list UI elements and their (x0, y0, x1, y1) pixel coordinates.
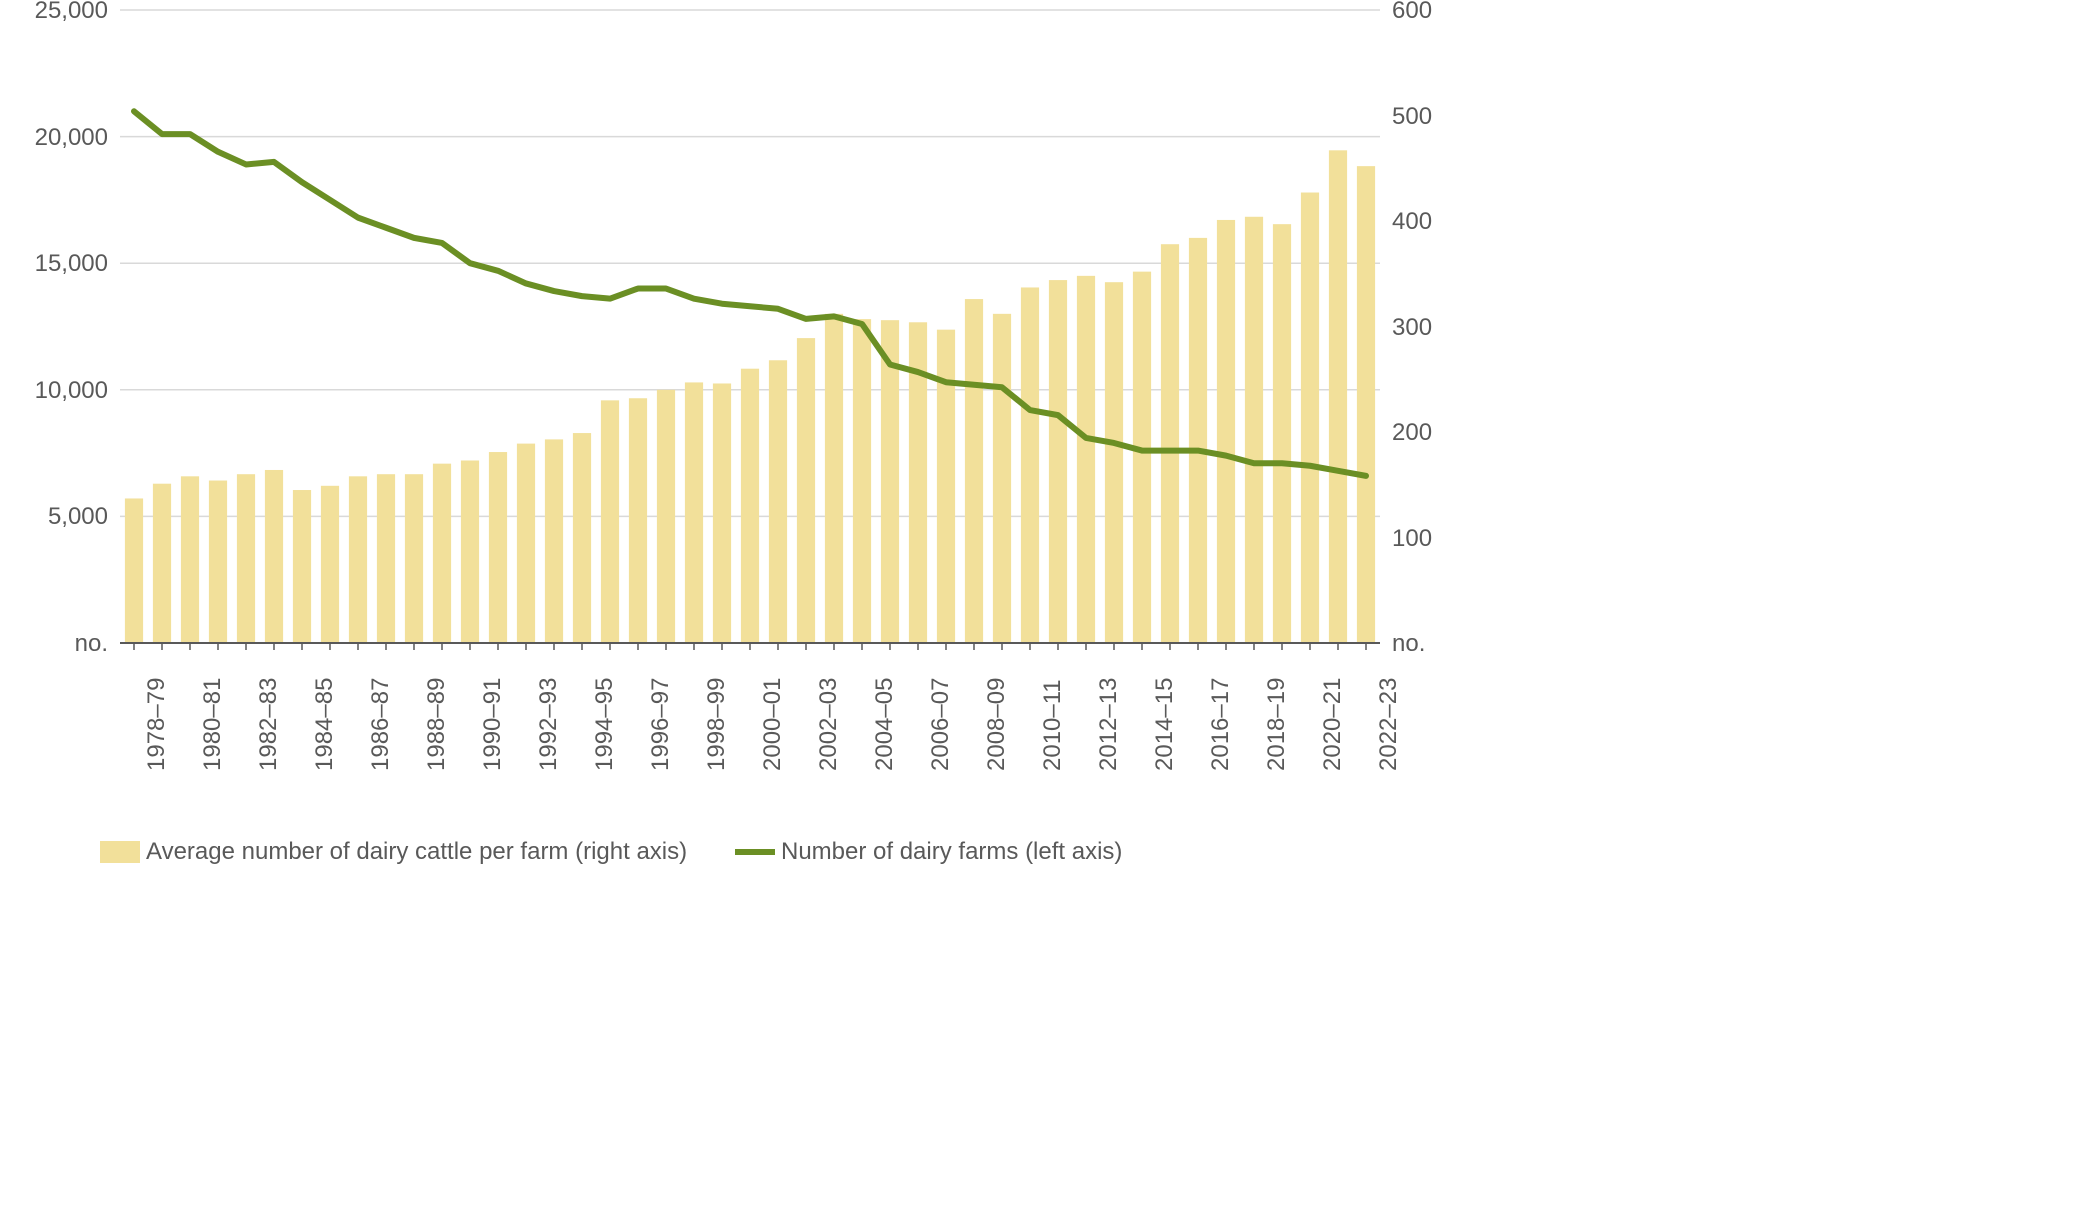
x-tick-label: 2022–23 (1375, 678, 1403, 771)
bar (1161, 244, 1179, 643)
bar (741, 369, 759, 643)
x-tick-label: 2018–19 (1263, 678, 1291, 771)
y-right-tick-label: 600 (1392, 0, 1432, 25)
legend-line: Number of dairy farms (left axis) (735, 838, 1122, 866)
bar (125, 498, 143, 643)
y-right-tick-label: 400 (1392, 208, 1432, 236)
x-tick-label: 2002–03 (815, 678, 843, 771)
x-tick-label: 2006–07 (927, 678, 955, 771)
bar (993, 314, 1011, 643)
x-tick-label: 1994–95 (591, 678, 619, 771)
x-tick-label: 1996–97 (647, 678, 675, 771)
bar (853, 319, 871, 643)
x-tick-label: 2004–05 (871, 678, 899, 771)
bar (433, 464, 451, 643)
legend-line-label: Number of dairy farms (left axis) (781, 838, 1122, 866)
bar (965, 299, 983, 643)
x-tick-label: 2012–13 (1095, 678, 1123, 771)
bar (461, 460, 479, 643)
bar (713, 383, 731, 643)
bar (1273, 224, 1291, 643)
bar (1301, 193, 1319, 643)
bar (237, 474, 255, 643)
legend-line-swatch (735, 849, 775, 855)
bar (349, 476, 367, 643)
x-tick-label: 1998–99 (703, 678, 731, 771)
y-right-tick-label: 200 (1392, 419, 1432, 447)
bar (1133, 272, 1151, 643)
bar (685, 382, 703, 643)
x-tick-label: 1980–81 (199, 678, 227, 771)
bar (657, 390, 675, 643)
bar (1217, 220, 1235, 643)
bar (1049, 280, 1067, 643)
bar (601, 400, 619, 643)
x-tick-label: 2016–17 (1207, 678, 1235, 771)
bar (209, 481, 227, 643)
bar (517, 444, 535, 643)
x-tick-label: 2008–09 (983, 678, 1011, 771)
x-tick-label: 1982–83 (255, 678, 283, 771)
x-tick-label: 1978–79 (143, 678, 171, 771)
x-tick-label: 1986–87 (367, 678, 395, 771)
bar (769, 360, 787, 643)
bar (377, 474, 395, 643)
y-left-tick-label: 20,000 (0, 124, 108, 152)
x-tick-label: 1988–89 (423, 678, 451, 771)
bar (1329, 150, 1347, 643)
bar (629, 398, 647, 643)
y-right-tick-label: 500 (1392, 103, 1432, 131)
bar (321, 486, 339, 643)
y-right-tick-label: 300 (1392, 314, 1432, 342)
legend-bar-swatch (100, 841, 140, 863)
bar (181, 476, 199, 643)
x-tick-label: 1984–85 (311, 678, 339, 771)
y-left-tick-label: 5,000 (0, 503, 108, 531)
y-right-tick-label: 100 (1392, 525, 1432, 553)
x-tick-label: 2000–01 (759, 678, 787, 771)
x-tick-label: 1992–93 (535, 678, 563, 771)
bar (797, 338, 815, 643)
legend-bar: Average number of dairy cattle per farm … (100, 838, 687, 866)
bar (1105, 282, 1123, 643)
bar (1077, 276, 1095, 643)
bar (405, 474, 423, 643)
y-left-tick-label: no. (0, 630, 108, 658)
y-right-tick-label: no. (1392, 630, 1425, 658)
bar (153, 484, 171, 643)
bar (489, 452, 507, 643)
x-tick-label: 2014–15 (1151, 678, 1179, 771)
y-left-tick-label: 25,000 (0, 0, 108, 25)
bar (1021, 287, 1039, 643)
bar (293, 490, 311, 643)
bar (265, 470, 283, 643)
bar (1189, 238, 1207, 643)
bar (573, 433, 591, 643)
dairy-farms-chart: no. 5,000 10,000 15,000 20,000 25,000 no. 100 2… (0, 0, 1519, 882)
bar (545, 439, 563, 643)
x-tick-label: 1990–91 (479, 678, 507, 771)
plot-area (0, 0, 1519, 660)
y-left-tick-label: 10,000 (0, 377, 108, 405)
x-tick-label: 2020–21 (1319, 678, 1347, 771)
y-left-tick-label: 15,000 (0, 250, 108, 278)
bar (1357, 166, 1375, 643)
legend-bar-label: Average number of dairy cattle per farm … (146, 838, 687, 866)
x-tick-label: 2010–11 (1039, 679, 1067, 771)
bar (937, 330, 955, 643)
bar (825, 314, 843, 643)
bar (1245, 217, 1263, 643)
